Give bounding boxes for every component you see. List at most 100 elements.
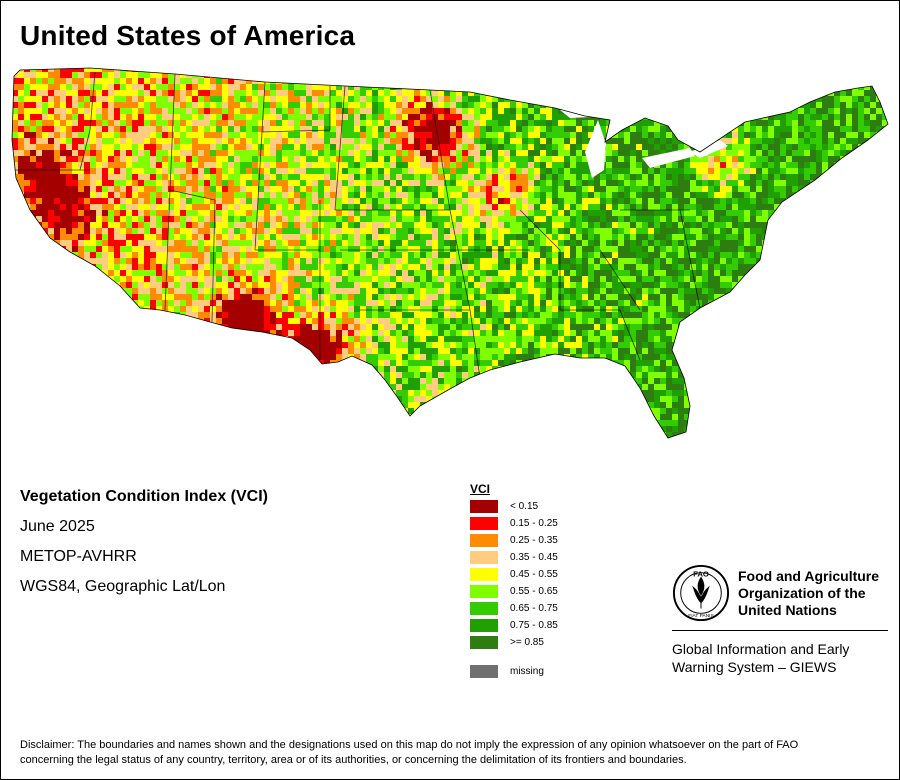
vci-cell xyxy=(60,96,66,102)
vci-cell xyxy=(384,96,390,102)
vci-cell xyxy=(288,210,294,216)
vci-cell xyxy=(6,222,12,228)
vci-cell xyxy=(120,246,126,252)
vci-cell xyxy=(342,198,348,204)
vci-cell xyxy=(264,156,270,162)
vci-cell xyxy=(318,234,324,240)
vci-cells xyxy=(6,60,894,438)
vci-cell xyxy=(414,174,420,180)
vci-cell xyxy=(294,162,300,168)
vci-cell xyxy=(816,198,822,204)
vci-cell xyxy=(780,78,786,84)
vci-cell xyxy=(816,132,822,138)
vci-cell xyxy=(222,132,228,138)
vci-cell xyxy=(252,240,258,246)
vci-cell xyxy=(618,228,624,234)
vci-cell xyxy=(162,228,168,234)
vci-cell xyxy=(552,180,558,186)
vci-cell xyxy=(774,216,780,222)
vci-cell xyxy=(456,186,462,192)
vci-cell xyxy=(408,138,414,144)
vci-cell xyxy=(252,186,258,192)
vci-cell xyxy=(588,96,594,102)
vci-cell xyxy=(318,60,324,66)
vci-cell xyxy=(336,216,342,222)
vci-cell xyxy=(774,198,780,204)
vci-cell xyxy=(210,68,216,72)
vci-cell xyxy=(780,144,786,150)
vci-cell xyxy=(804,198,810,204)
vci-cell xyxy=(618,210,624,216)
vci-cell xyxy=(720,240,726,246)
vci-cell xyxy=(702,216,708,222)
vci-cell xyxy=(210,90,216,96)
vci-cell xyxy=(228,138,234,144)
vci-cell xyxy=(462,240,468,246)
vci-cell xyxy=(480,180,486,186)
vci-cell xyxy=(36,150,42,156)
vci-cell xyxy=(606,210,612,216)
vci-cell xyxy=(84,186,90,192)
vci-cell xyxy=(678,68,684,72)
vci-cell xyxy=(294,198,300,204)
vci-cell xyxy=(696,132,702,138)
vci-cell xyxy=(186,252,192,258)
vci-cell xyxy=(186,68,192,72)
vci-cell xyxy=(228,156,234,162)
vci-cell xyxy=(240,60,246,66)
vci-cell xyxy=(762,138,768,144)
vci-cell xyxy=(702,108,708,114)
vci-cell xyxy=(114,234,120,240)
vci-cell xyxy=(504,222,510,228)
vci-cell xyxy=(840,234,846,240)
vci-cell xyxy=(270,108,276,114)
vci-cell xyxy=(594,234,600,240)
vci-cell xyxy=(60,186,66,192)
vci-cell xyxy=(756,234,762,240)
vci-cell xyxy=(138,222,144,228)
vci-cell xyxy=(36,192,42,198)
vci-cell xyxy=(222,252,228,258)
vci-cell xyxy=(48,156,54,162)
vci-cell xyxy=(582,90,588,96)
vci-cell xyxy=(654,168,660,174)
vci-cell xyxy=(12,192,18,198)
vci-cell xyxy=(246,144,252,150)
vci-cell xyxy=(96,258,102,264)
vci-cell xyxy=(402,162,408,168)
vci-cell xyxy=(420,68,426,72)
vci-cell xyxy=(750,210,756,216)
vci-cell xyxy=(552,132,558,138)
vci-cell xyxy=(780,162,786,168)
vci-cell xyxy=(240,72,246,78)
vci-cell xyxy=(438,126,444,132)
vci-cell xyxy=(336,198,342,204)
vci-cell xyxy=(198,240,204,246)
vci-cell xyxy=(534,108,540,114)
vci-cell xyxy=(840,252,846,258)
vci-cell xyxy=(612,210,618,216)
vci-cell xyxy=(432,60,438,66)
vci-cell xyxy=(378,192,384,198)
vci-cell xyxy=(84,168,90,174)
vci-cell xyxy=(252,132,258,138)
vci-cell xyxy=(348,132,354,138)
vci-cell xyxy=(606,68,612,72)
vci-cell xyxy=(66,114,72,120)
vci-cell xyxy=(144,252,150,258)
vci-cell xyxy=(816,78,822,84)
vci-cell xyxy=(732,144,738,150)
vci-cell xyxy=(510,222,516,228)
vci-cell xyxy=(516,156,522,162)
vci-cell xyxy=(546,84,552,90)
vci-cell xyxy=(528,102,534,108)
vci-cell xyxy=(444,198,450,204)
vci-cell xyxy=(492,132,498,138)
vci-cell xyxy=(570,168,576,174)
vci-cell xyxy=(888,60,894,66)
vci-cell xyxy=(222,234,228,240)
vci-cell xyxy=(798,180,804,186)
vci-cell xyxy=(450,186,456,192)
vci-cell xyxy=(624,126,630,132)
vci-cell xyxy=(540,168,546,174)
